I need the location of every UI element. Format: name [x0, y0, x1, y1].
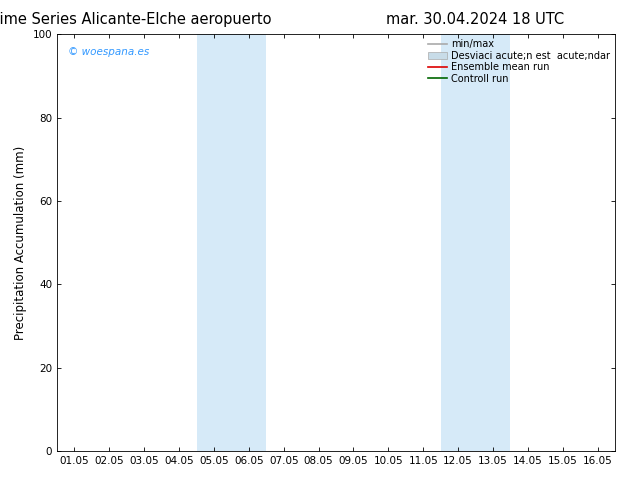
Legend: min/max, Desviaci acute;n est  acute;ndar, Ensemble mean run, Controll run: min/max, Desviaci acute;n est acute;ndar… [428, 39, 610, 83]
Text: ENS Time Series Alicante-Elche aeropuerto: ENS Time Series Alicante-Elche aeropuert… [0, 12, 271, 27]
Text: © woespana.es: © woespana.es [68, 47, 150, 57]
Y-axis label: Precipitation Accumulation (mm): Precipitation Accumulation (mm) [14, 146, 27, 340]
Bar [197, 34, 266, 451]
Text: mar. 30.04.2024 18 UTC: mar. 30.04.2024 18 UTC [387, 12, 564, 27]
Bar [441, 34, 510, 451]
